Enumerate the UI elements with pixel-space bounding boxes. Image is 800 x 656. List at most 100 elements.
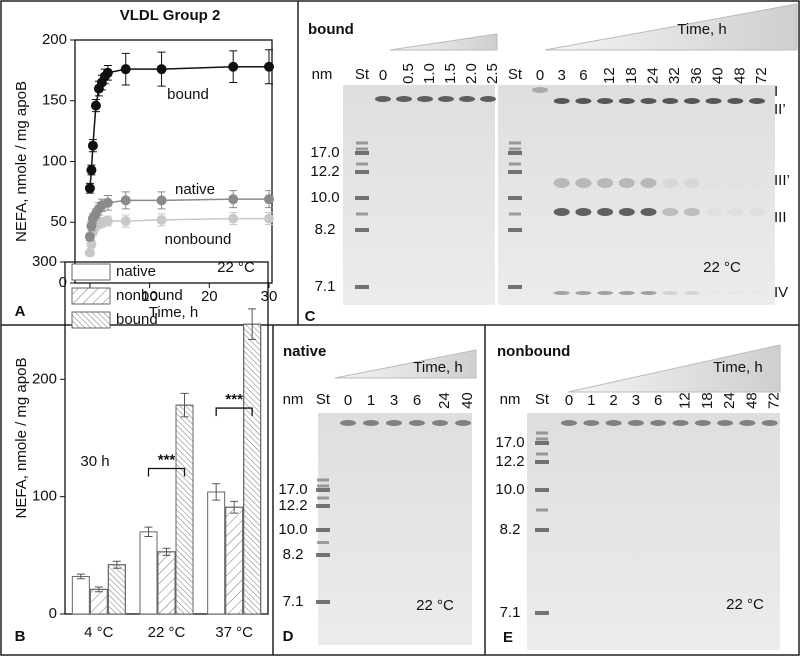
gel-band <box>396 96 412 102</box>
ladder-band <box>316 528 330 532</box>
lane-label: 6 <box>654 392 662 409</box>
gel-band <box>662 208 679 216</box>
ladder-band <box>356 147 368 151</box>
lane-label: 2.0 <box>463 63 480 84</box>
gel-band <box>749 208 765 216</box>
gel-band <box>727 208 743 216</box>
gel-band <box>597 208 614 216</box>
bar-hatch <box>89 588 108 615</box>
ladder-band <box>355 170 369 174</box>
data-point <box>264 213 275 224</box>
gel-band <box>640 208 657 216</box>
data-point <box>228 61 239 72</box>
standard-label: St <box>535 391 550 408</box>
ladder-band <box>355 196 369 200</box>
bar <box>207 491 226 615</box>
lane-label: 18 <box>623 67 640 84</box>
standard-label: St <box>316 391 331 408</box>
annotation: 30 h <box>80 453 109 470</box>
ladder-band <box>509 141 521 145</box>
y-tick-label: 100 <box>32 488 57 505</box>
size-marker: 10.0 <box>310 189 339 206</box>
lane-label: 6 <box>579 67 587 84</box>
error-bar <box>212 483 221 501</box>
time-wedge <box>567 344 781 393</box>
gel-band <box>706 208 722 216</box>
ladder-band <box>356 212 368 216</box>
significance-bracket <box>215 407 253 417</box>
gel-band <box>640 98 657 104</box>
gel-band <box>417 96 433 102</box>
gel-band <box>727 98 744 104</box>
lane-label: 24 <box>436 392 453 409</box>
gel-band <box>739 420 756 426</box>
legend-label: bound <box>116 311 158 328</box>
gel-band <box>532 87 548 93</box>
nm-label: nm <box>312 66 333 83</box>
size-marker: 12.2 <box>278 497 307 514</box>
time-wedge <box>544 3 798 51</box>
y-tick-label: 100 <box>42 152 67 169</box>
y-tick-label: 150 <box>42 92 67 109</box>
data-point <box>228 194 239 205</box>
gel-band <box>480 96 496 102</box>
gel-band <box>627 420 644 426</box>
ladder-band <box>317 541 329 544</box>
gel-band <box>749 178 765 188</box>
gel-band <box>409 420 425 426</box>
gel-band <box>575 178 592 188</box>
ladder-band <box>509 147 521 151</box>
gel-band <box>683 291 700 295</box>
data-point <box>156 195 167 206</box>
bar-hatch <box>225 506 244 615</box>
error-bar <box>76 573 85 580</box>
ladder-band <box>355 151 369 155</box>
gel-band <box>705 98 722 104</box>
gel-title: nonbound <box>497 343 570 360</box>
size-marker: 7.1 <box>315 278 336 295</box>
gel-band <box>386 420 402 426</box>
lane-label: 2 <box>609 392 617 409</box>
y-tick-label: 50 <box>50 213 67 230</box>
lane-label: 32 <box>666 67 683 84</box>
ladder-band <box>509 162 521 166</box>
y-tick-label: 0 <box>59 274 67 291</box>
gel-title: bound <box>308 21 354 38</box>
temperature-label: 22 °C <box>703 259 741 276</box>
data-point <box>84 183 95 194</box>
gel-band <box>455 420 471 426</box>
error-bar <box>162 547 171 556</box>
size-marker: 8.2 <box>500 521 521 538</box>
size-marker: 17.0 <box>495 434 524 451</box>
lane-label: 1.0 <box>421 63 438 84</box>
y-tick-label: 0 <box>49 605 57 622</box>
series <box>84 49 275 194</box>
size-marker: 7.1 <box>283 593 304 610</box>
time-wedge <box>389 33 498 51</box>
gel-band <box>575 291 592 295</box>
ladder-band <box>536 431 548 435</box>
lane-label: 3 <box>632 392 640 409</box>
gel-band <box>553 208 570 216</box>
data-point <box>102 197 113 208</box>
gel-image <box>527 413 780 650</box>
x-tick-label: 20 <box>201 288 218 305</box>
ladder-band <box>535 488 549 492</box>
data-point <box>84 247 95 258</box>
gel-image <box>343 85 495 305</box>
size-marker: 17.0 <box>310 144 339 161</box>
ladder-band <box>508 170 522 174</box>
panel-label: C <box>305 308 316 325</box>
time-label: Time, h <box>713 359 762 376</box>
bar-hatch <box>175 404 194 615</box>
bar-hatch <box>243 323 262 615</box>
gel-title: native <box>283 343 326 360</box>
x-tick-label: 10 <box>141 288 158 305</box>
size-marker: 8.2 <box>283 546 304 563</box>
data-point <box>90 100 101 111</box>
y-axis-label: NEFA, nmole / mg apoB <box>13 358 30 519</box>
gel-band <box>618 178 635 188</box>
gel-band <box>363 420 379 426</box>
ladder-band <box>535 528 549 532</box>
